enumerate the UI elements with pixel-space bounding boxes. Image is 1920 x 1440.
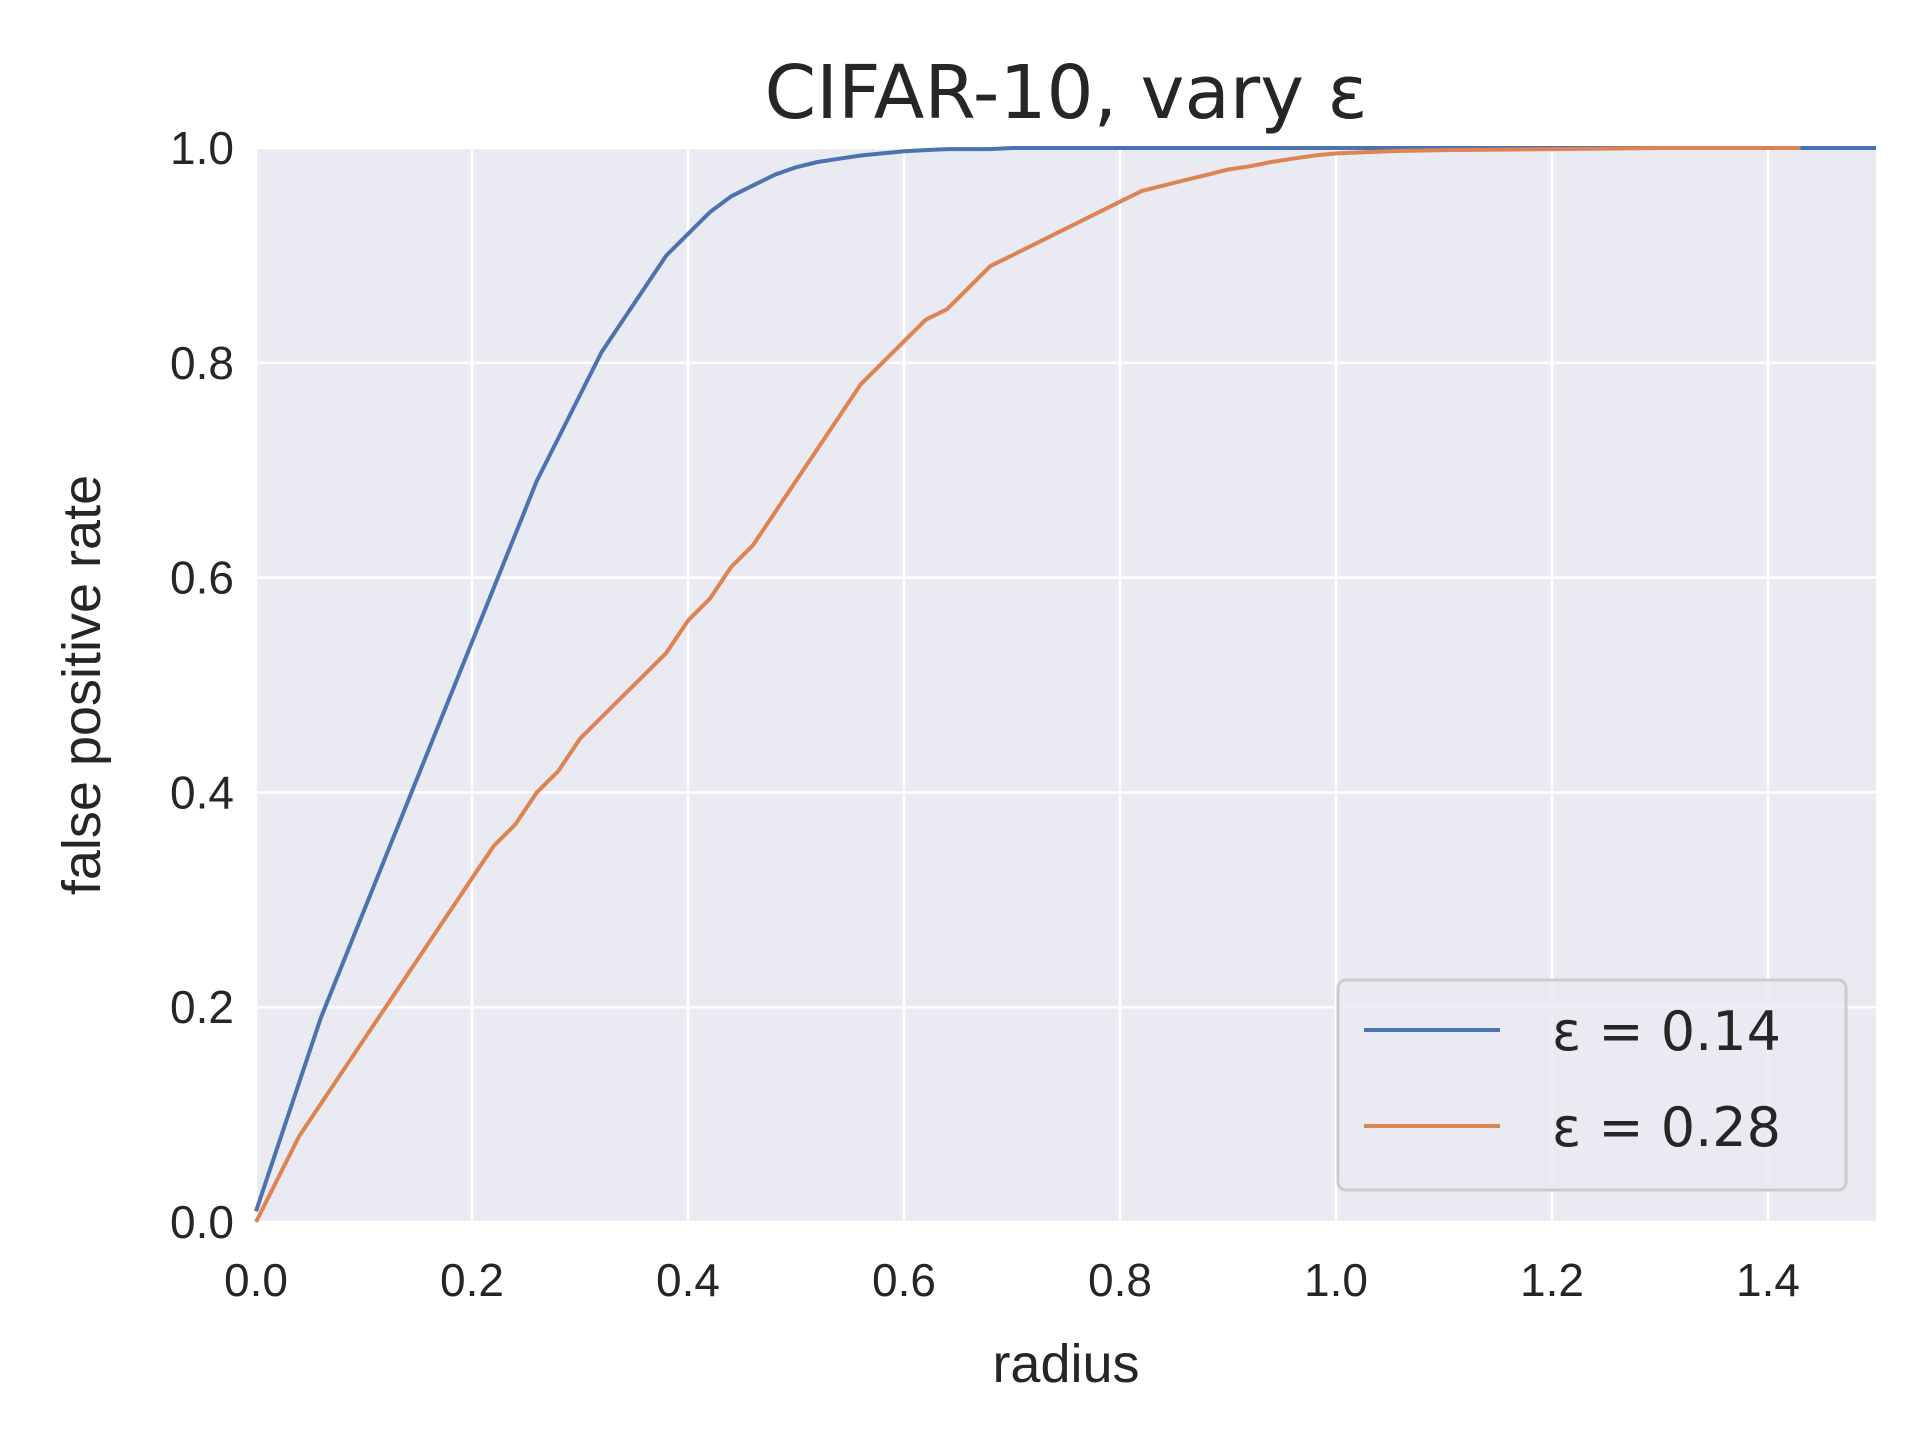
legend-label-1: ε = 0.28 [1552, 1096, 1781, 1159]
series-layer [254, 146, 1876, 1223]
legend-label-0: ε = 0.14 [1552, 1000, 1781, 1063]
x-tick-0: 0.0 [224, 1254, 288, 1306]
y-tick-0: 0.0 [170, 1196, 234, 1248]
series-line-0 [254, 146, 1876, 1212]
y-tick-4: 0.8 [170, 337, 234, 389]
y-tick-5: 1.0 [170, 122, 234, 174]
x-tick-3: 0.6 [872, 1254, 936, 1306]
x-axis-label: radius [992, 1334, 1139, 1394]
x-tick-labels: 0.0 0.2 0.4 0.6 0.8 1.0 1.2 1.4 [224, 1254, 1800, 1306]
x-tick-2: 0.4 [656, 1254, 720, 1306]
x-tick-5: 1.0 [1304, 1254, 1368, 1306]
y-tick-3: 0.6 [170, 552, 234, 604]
x-tick-7: 1.4 [1736, 1254, 1800, 1306]
series-line-1 [254, 146, 1801, 1223]
chart-title: CIFAR-10, vary ε [764, 50, 1367, 136]
legend-frame [1336, 978, 1848, 1192]
x-tick-1: 0.2 [440, 1254, 504, 1306]
x-tick-4: 0.8 [1088, 1254, 1152, 1306]
x-tick-6: 1.2 [1520, 1254, 1584, 1306]
y-tick-1: 0.2 [170, 981, 234, 1033]
y-tick-labels: 0.0 0.2 0.4 0.6 0.8 1.0 [170, 122, 234, 1248]
y-tick-2: 0.4 [170, 766, 234, 818]
legend: ε = 0.14 ε = 0.28 [1336, 978, 1848, 1192]
y-axis-label: false positive rate [52, 475, 112, 895]
